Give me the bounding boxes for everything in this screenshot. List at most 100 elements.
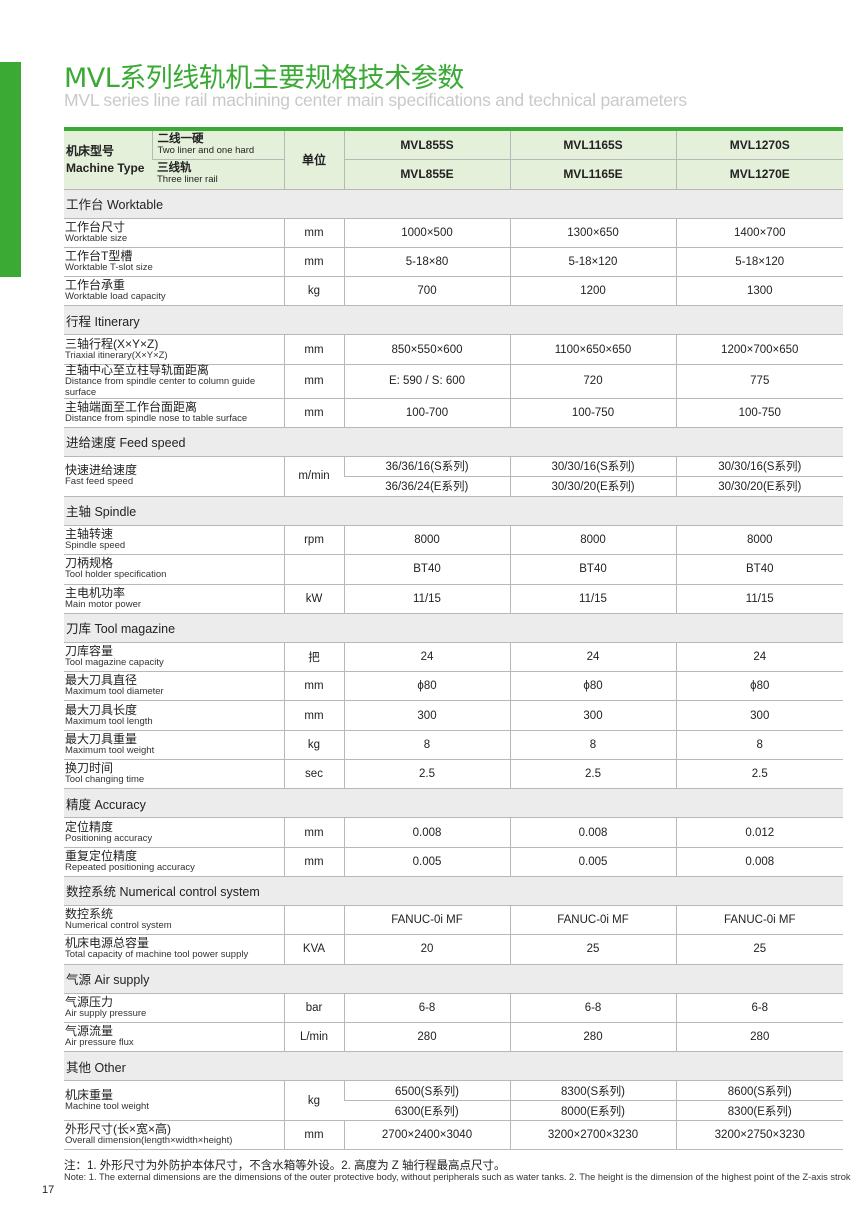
value-cell: 8	[509, 730, 676, 761]
section-header: 气源 Air supply	[64, 964, 843, 994]
value-cell: 2.5	[343, 759, 510, 790]
table-row: 36/36/24(E系列) 30/30/20(E系列) 30/30/20(E系列)	[64, 476, 843, 497]
row-label: 定位精度 Positioning accuracy	[64, 817, 284, 848]
row-label: 工作台尺寸 Worktable size	[64, 218, 284, 248]
row-label: 主轴端面至工作台面距离 Distance from spindle nose to…	[64, 398, 284, 428]
value-cell: 25	[509, 934, 676, 965]
section-title: 数控系统 Numerical control system	[64, 876, 843, 906]
unit-cell: mm	[283, 218, 344, 248]
row-label: 数控系统 Numerical control system	[64, 905, 284, 936]
value-cell: 0.008	[509, 817, 676, 848]
section-title: 主轴 Spindle	[64, 496, 843, 526]
value-cell: 5-18×80	[343, 247, 510, 278]
e-type-header: 三线轨 Three liner rail	[152, 159, 284, 190]
value-cell: 1100×650×650	[509, 334, 676, 365]
label-en: Worktable T-slot size	[65, 261, 153, 273]
table-row: 最大刀具重量 Maximum tool weight kg 8 8 8	[64, 730, 843, 761]
value-cell: 1200×700×650	[675, 334, 843, 365]
value-cell: 36/36/24(E系列)	[344, 476, 510, 497]
value-cell: 0.008	[343, 817, 510, 848]
unit-cell: mm	[283, 247, 344, 278]
value-cell: 24	[343, 642, 510, 673]
row-label: 气源压力 Air supply pressure	[64, 993, 284, 1023]
value-cell: FANUC-0i MF	[675, 905, 843, 936]
label-en: Positioning accuracy	[65, 832, 153, 844]
row-label: 三轴行程(X×Y×Z) Triaxial itinerary(X×Y×Z)	[64, 334, 284, 365]
label-en: Maximum tool length	[65, 715, 153, 727]
row-label: 最大刀具重量 Maximum tool weight	[64, 730, 284, 761]
label-cn: 主轴端面至工作台面距离	[65, 399, 198, 414]
value-cell: 6500(S系列)	[343, 1080, 510, 1102]
label-en: Machine tool weight	[65, 1100, 149, 1112]
unit-cell: kg	[283, 730, 344, 761]
value-cell: 8	[675, 730, 843, 761]
row-label: 主轴中心至立柱导轨面距离 Distance from spindle center…	[64, 364, 284, 399]
label-cn: 气源压力	[65, 994, 114, 1009]
section-title: 精度 Accuracy	[64, 788, 843, 819]
section-header: 主轴 Spindle	[64, 496, 843, 526]
section-title: 行程 Itinerary	[64, 305, 843, 336]
unit-cell: mm	[283, 847, 344, 877]
value-cell: BT40	[343, 554, 510, 585]
value-cell: 100-750	[675, 398, 843, 428]
value-cell: 1200	[509, 276, 676, 307]
label-en: Distance from spindle center to column g…	[65, 375, 256, 398]
value-cell: 11/15	[675, 584, 843, 614]
unit-cell: mm	[283, 398, 344, 428]
section-header: 刀库 Tool magazine	[64, 613, 843, 643]
value-cell: 11/15	[509, 584, 676, 614]
value-cell: 5-18×120	[509, 247, 676, 278]
value-cell: 300	[509, 700, 676, 731]
section-title: 其他 Other	[64, 1051, 843, 1082]
value-cell: BT40	[675, 554, 843, 585]
row-label: 气源流量 Air pressure flux	[64, 1022, 284, 1053]
row-label: 主轴转速 Spindle speed	[64, 525, 284, 556]
value-cell: 0.008	[675, 847, 843, 877]
label-en: Total capacity of machine tool power sup…	[65, 949, 249, 961]
section-title: 刀库 Tool magazine	[64, 613, 843, 643]
value-cell: 0.005	[343, 847, 510, 877]
value-cell: 11/15	[343, 584, 510, 614]
row-label: 最大刀具直径 Maximum tool diameter	[64, 671, 284, 702]
value-cell: 8300(S系列)	[509, 1080, 676, 1102]
label-cn: 工作台尺寸	[65, 219, 126, 234]
value-cell: 8300(E系列)	[675, 1100, 843, 1122]
label-en: Overall dimension(length×width×height)	[65, 1135, 233, 1147]
table-row: 刀柄规格 Tool holder specification BT40 BT40 BT4…	[64, 554, 843, 585]
value-cell: 300	[343, 700, 510, 731]
note-en: Note: 1. The external dimensions are the…	[64, 1172, 851, 1182]
unit-cell: mm	[283, 817, 344, 848]
value-cell: 30/30/16(S系列)	[675, 456, 843, 477]
unit-header: 单位	[283, 129, 344, 190]
unit-cell: mm	[283, 1120, 344, 1151]
label-en: Numerical control system	[65, 920, 172, 932]
label-cn: 气源流量	[65, 1023, 114, 1038]
label-en: Distance from spindle nose to table surf…	[65, 412, 248, 424]
table-row: 重复定位精度 Repeated positioning accuracy mm 0.0…	[64, 847, 843, 877]
table-row: 工作台尺寸 Worktable size mm 1000×500 1300×650 140…	[64, 218, 843, 248]
label-cn: 定位精度	[65, 819, 114, 834]
label-en: Main motor power	[65, 598, 142, 610]
unit-cell: kW	[283, 584, 344, 614]
section-header: 其他 Other	[64, 1051, 843, 1082]
label-en: Air supply pressure	[65, 1007, 147, 1019]
unit-cell: rpm	[283, 525, 344, 556]
value-cell: FANUC-0i MF	[343, 905, 510, 936]
value-cell: E: 590 / S: 600	[343, 364, 510, 399]
unit-cell: mm	[283, 334, 344, 365]
row-label: 工作台承重 Worktable load capacity	[64, 276, 284, 307]
value-cell: 30/30/20(E系列)	[509, 476, 676, 497]
model-e-2: MVL1165E	[509, 159, 676, 190]
label-cn: 主电机功率	[65, 585, 126, 600]
value-cell: 280	[509, 1022, 676, 1053]
green-side-bar	[0, 62, 21, 277]
label-cn: 外形尺寸(长×宽×高)	[65, 1122, 172, 1137]
table-row: 外形尺寸(长×宽×高) Overall dimension(length×widt…	[64, 1120, 843, 1151]
model-e-1: MVL855E	[343, 159, 510, 190]
section-header: 进给速度 Feed speed	[64, 427, 843, 457]
table-row: 定位精度 Positioning accuracy mm 0.008 0.008 0.01…	[64, 817, 843, 848]
label-en: Fast feed speed	[65, 476, 134, 488]
unit-cell: mm	[283, 700, 344, 731]
section-header: 工作台 Worktable	[64, 189, 843, 219]
note-cn: 注：1. 外形尺寸为外防护本体尺寸，不含水箱等外设。2. 高度为 Z 轴行程最高…	[64, 1160, 506, 1172]
